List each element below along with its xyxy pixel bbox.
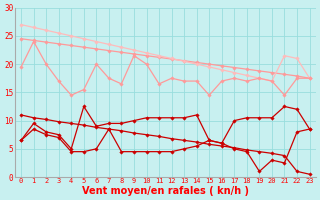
X-axis label: Vent moyen/en rafales ( kn/h ): Vent moyen/en rafales ( kn/h ) — [82, 186, 249, 196]
